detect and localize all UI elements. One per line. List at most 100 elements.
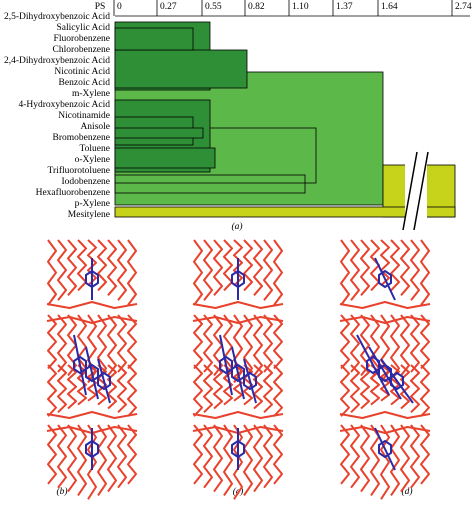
- tick-label: 0.27: [160, 2, 177, 12]
- tick-label: 1.64: [381, 2, 398, 12]
- cage-strut: [273, 364, 283, 417]
- cage-strut: [360, 239, 370, 296]
- guest-ring: [85, 439, 99, 459]
- cage-strut: [360, 314, 370, 377]
- cage-strut: [420, 239, 430, 306]
- cage-strut: [340, 364, 350, 417]
- leaf-label: Toluene: [80, 144, 110, 154]
- cage-strut: [213, 239, 223, 296]
- cage-strut: [117, 239, 127, 301]
- guest-molecule: [380, 358, 414, 404]
- cage-strut: [400, 424, 410, 493]
- cage-ring: [46, 301, 138, 309]
- axis-break: [402, 151, 418, 231]
- cage-strut: [410, 314, 420, 373]
- cage-strut: [263, 424, 273, 489]
- cage-strut: [243, 239, 253, 292]
- cage-strut: [203, 239, 213, 301]
- axis-break: [413, 151, 429, 231]
- leaf-label: o-Xylene: [75, 155, 110, 165]
- cluster: [114, 174, 306, 194]
- tick-label: 0: [117, 2, 122, 12]
- tick-label: 0.82: [248, 2, 265, 12]
- cage-strut: [203, 424, 213, 489]
- cage-strut: [263, 314, 273, 373]
- cage-ring: [192, 411, 284, 419]
- guest-ring: [85, 269, 99, 289]
- cage-strut: [213, 424, 223, 493]
- cage-ring: [192, 316, 284, 324]
- guest-molecule: [374, 427, 396, 471]
- cage-strut: [47, 239, 57, 306]
- cage-strut: [47, 364, 57, 417]
- leaf-label: Chlorobenzene: [52, 45, 110, 55]
- cage-strut: [97, 314, 107, 380]
- leaf-label: m-Xylene: [72, 89, 110, 99]
- caption: (a): [231, 221, 242, 232]
- cage-strut: [193, 239, 203, 306]
- cage-strut: [57, 364, 67, 414]
- cage-strut: [340, 239, 350, 306]
- leaf-label: Iodobenzene: [61, 177, 110, 187]
- cage-strut: [117, 424, 127, 489]
- cage-strut: [223, 239, 233, 292]
- cage-strut: [380, 424, 390, 500]
- cage-strut: [87, 239, 97, 287]
- cage-strut: [47, 424, 57, 485]
- cage-strut: [233, 424, 243, 500]
- cage-ring: [46, 411, 138, 419]
- cage-strut: [67, 364, 77, 410]
- cage-strut: [380, 239, 390, 287]
- cage-strut: [273, 314, 283, 370]
- leaf-label: 2,4-Dihydroxybenzoic Acid: [4, 56, 110, 66]
- tick-label: 2.74: [455, 2, 472, 12]
- guest-molecule: [356, 334, 390, 396]
- cage-strut: [360, 364, 370, 410]
- leaf-label: Hexafluorobenzene: [36, 187, 110, 198]
- cluster: [114, 27, 194, 51]
- dendrogram-shapes: [114, 15, 470, 232]
- cage-strut: [263, 364, 273, 414]
- guest-ring: [378, 269, 392, 289]
- cage-strut: [340, 314, 350, 370]
- cage-ring: [339, 426, 431, 434]
- cage-strut: [193, 364, 203, 417]
- cage-strut: [390, 239, 400, 292]
- leaf-label: Mesitylene: [68, 210, 110, 220]
- cluster: [114, 127, 204, 139]
- cage-strut: [400, 364, 410, 410]
- cage-strut: [420, 364, 430, 417]
- cage-strut: [77, 239, 87, 292]
- leaf-label: Trifluorotoluene: [48, 165, 110, 176]
- guest-molecule: [231, 346, 245, 400]
- cage-ring: [339, 316, 431, 324]
- guest-molecule: [368, 346, 402, 400]
- cage-strut: [127, 314, 137, 370]
- cage-strut: [67, 424, 77, 493]
- axis-break: [405, 150, 427, 232]
- leaf-label: p-Xylene: [75, 199, 110, 209]
- leaf-label: Benzoic Acid: [59, 78, 111, 88]
- cage-strut: [253, 424, 263, 493]
- cage-strut: [273, 239, 283, 306]
- cage-strut: [193, 314, 203, 370]
- cage-strut: [263, 239, 273, 301]
- cage-strut: [47, 314, 57, 370]
- cage-strut: [273, 424, 283, 485]
- caption: (d): [401, 486, 412, 497]
- cage-ring: [339, 301, 431, 309]
- cage-strut: [253, 239, 263, 296]
- guest-molecule: [374, 257, 396, 301]
- cage-strut: [340, 424, 350, 485]
- cage-strut: [127, 239, 137, 306]
- cage-ring: [46, 316, 138, 324]
- cage-strut: [127, 424, 137, 485]
- cage-strut: [107, 314, 117, 377]
- cage-strut: [420, 424, 430, 485]
- cage-strut: [233, 364, 243, 402]
- cage-strut: [350, 314, 360, 373]
- cage-strut: [243, 424, 253, 496]
- cage-strut: [410, 424, 420, 489]
